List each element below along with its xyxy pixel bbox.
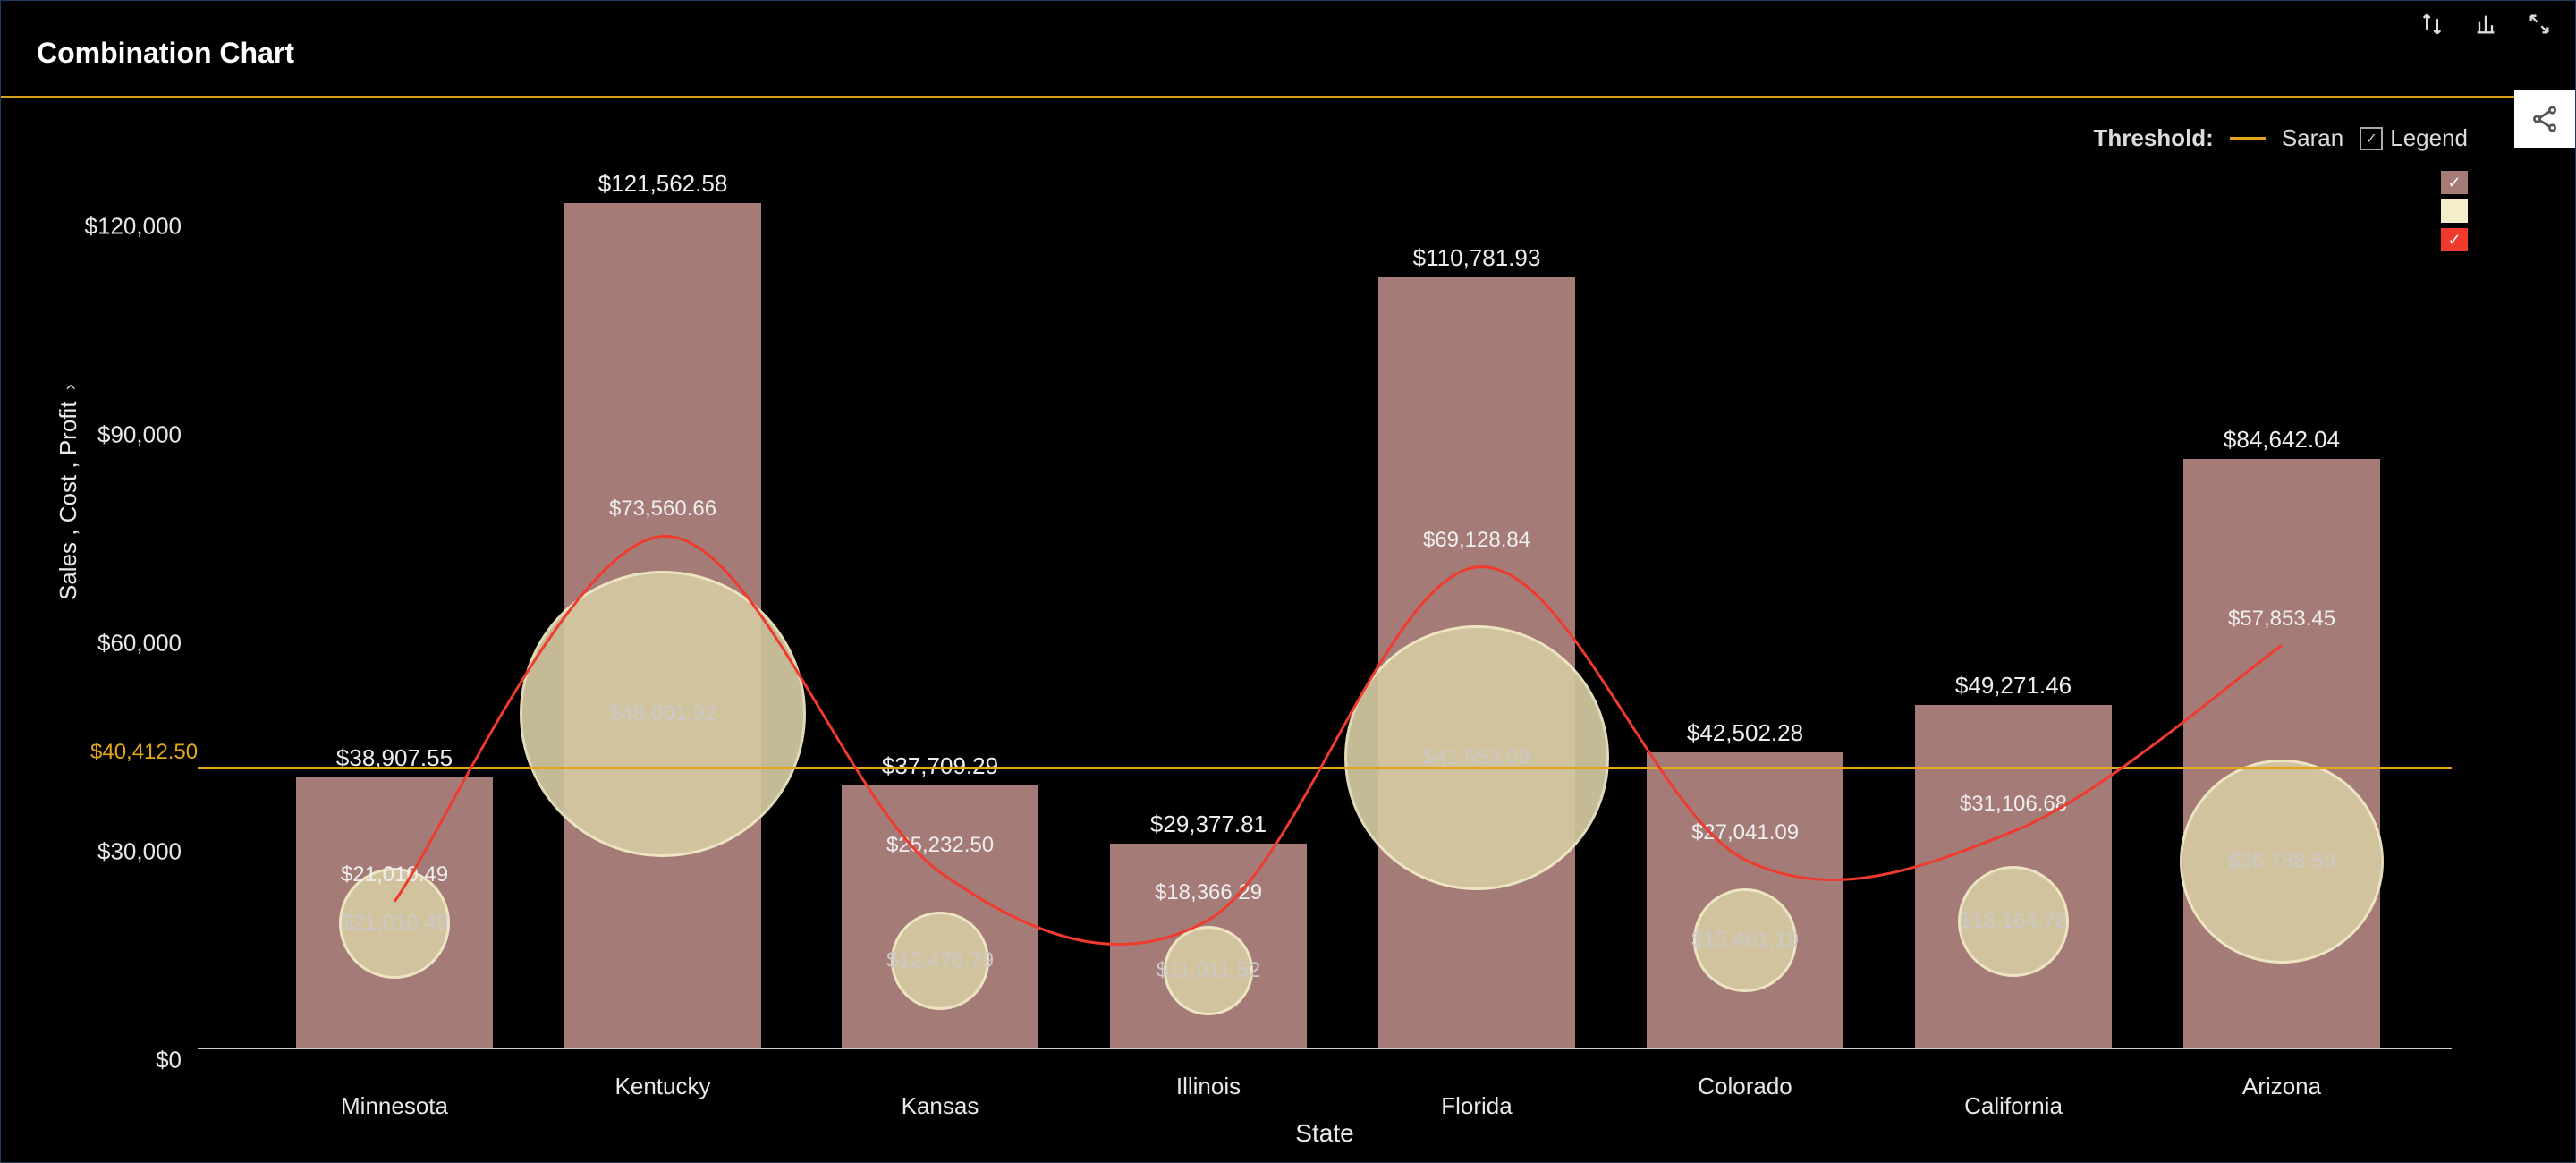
y-tick: $60,000 bbox=[97, 629, 182, 657]
threshold-swatch bbox=[2230, 137, 2266, 140]
y-tick: $30,000 bbox=[97, 837, 182, 865]
x-tick: Florida bbox=[1441, 1092, 1512, 1120]
x-tick: Kentucky bbox=[615, 1073, 711, 1100]
y-tick: $0 bbox=[156, 1047, 182, 1074]
chevron-right-icon: › bbox=[58, 384, 80, 395]
y-tick: $120,000 bbox=[85, 212, 182, 240]
x-tick: Minnesota bbox=[341, 1092, 448, 1120]
toolbar bbox=[2418, 10, 2554, 38]
title-bar: Combination Chart bbox=[1, 1, 2575, 98]
expand-icon[interactable] bbox=[2525, 10, 2554, 38]
plot-area: $38,907.55$21,010.49$21,010.49$121,562.5… bbox=[198, 144, 2452, 1048]
x-tick: Kansas bbox=[902, 1092, 979, 1120]
y-axis-title: Sales , Cost , Profit › bbox=[55, 384, 82, 600]
chart-type-icon[interactable] bbox=[2471, 10, 2500, 38]
sort-icon[interactable] bbox=[2418, 10, 2446, 38]
share-button[interactable] bbox=[2514, 90, 2575, 148]
chart-title: Combination Chart bbox=[37, 37, 294, 70]
y-tick: $90,000 bbox=[97, 420, 182, 448]
x-tick: Colorado bbox=[1698, 1073, 1792, 1100]
x-axis: State Minnesota Kentucky Kansas Illinois Flo… bbox=[198, 1048, 2452, 1155]
x-tick: California bbox=[1964, 1092, 2063, 1120]
curve-series[interactable] bbox=[198, 144, 2452, 1048]
x-axis-title: State bbox=[1295, 1119, 1353, 1148]
x-tick: Arizona bbox=[2242, 1073, 2321, 1100]
x-tick: Illinois bbox=[1176, 1073, 1241, 1100]
chart-panel: Combination Chart Threshold: Saran ✓ Leg… bbox=[0, 0, 2576, 1163]
y-axis: $0$30,000$60,000$90,000$120,000 bbox=[1, 144, 198, 1048]
threshold-value-label: $40,412.50 bbox=[90, 740, 198, 765]
